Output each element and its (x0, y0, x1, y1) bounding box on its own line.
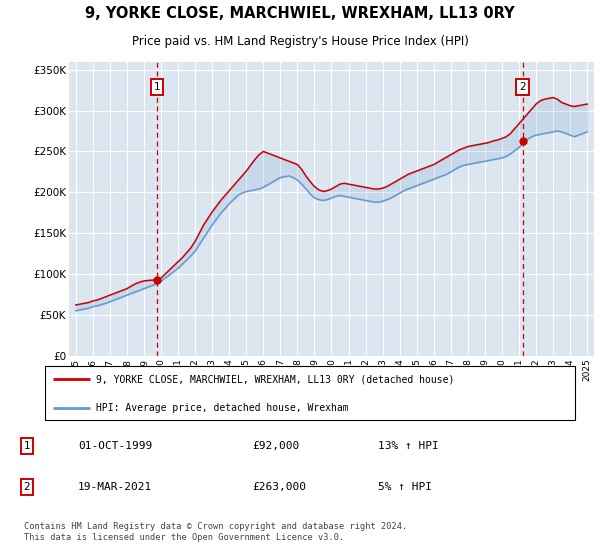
Text: £92,000: £92,000 (252, 441, 299, 451)
Text: 2: 2 (519, 82, 526, 92)
Text: 9, YORKE CLOSE, MARCHWIEL, WREXHAM, LL13 0RY: 9, YORKE CLOSE, MARCHWIEL, WREXHAM, LL13… (85, 6, 515, 21)
Text: Contains HM Land Registry data © Crown copyright and database right 2024.
This d: Contains HM Land Registry data © Crown c… (24, 522, 407, 542)
Text: 01-OCT-1999: 01-OCT-1999 (78, 441, 152, 451)
Text: 1: 1 (154, 82, 160, 92)
Text: 2: 2 (23, 482, 31, 492)
Text: 13% ↑ HPI: 13% ↑ HPI (378, 441, 439, 451)
Text: £263,000: £263,000 (252, 482, 306, 492)
FancyBboxPatch shape (44, 366, 575, 421)
Text: 5% ↑ HPI: 5% ↑ HPI (378, 482, 432, 492)
Text: 9, YORKE CLOSE, MARCHWIEL, WREXHAM, LL13 0RY (detached house): 9, YORKE CLOSE, MARCHWIEL, WREXHAM, LL13… (96, 374, 454, 384)
Text: 1: 1 (23, 441, 31, 451)
Text: HPI: Average price, detached house, Wrexham: HPI: Average price, detached house, Wrex… (96, 403, 349, 413)
Text: Price paid vs. HM Land Registry's House Price Index (HPI): Price paid vs. HM Land Registry's House … (131, 35, 469, 48)
Text: 19-MAR-2021: 19-MAR-2021 (78, 482, 152, 492)
